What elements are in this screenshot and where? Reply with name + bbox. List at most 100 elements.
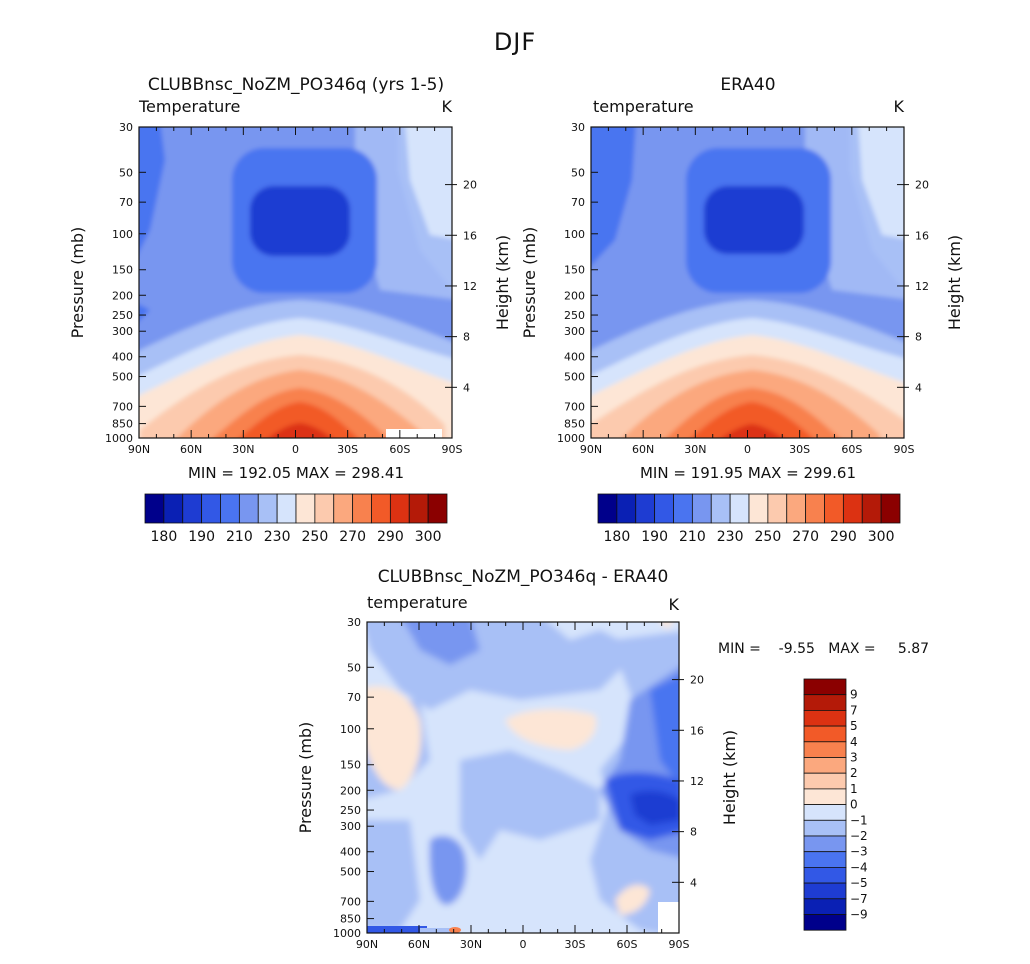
diff-colorbar-label: −7 bbox=[850, 892, 868, 906]
diff-pressure-tick-label: 70 bbox=[347, 691, 361, 704]
diff-colorbar-box bbox=[803, 914, 847, 931]
model-colorbar-box bbox=[257, 493, 278, 524]
model-height-tick-label: 16 bbox=[463, 229, 477, 242]
model-colorbar-box bbox=[220, 493, 240, 524]
diff-colorbar-box bbox=[803, 772, 847, 790]
obs-lat-tick-label: 90N bbox=[580, 443, 602, 456]
model-height-tick-label: 20 bbox=[463, 179, 477, 192]
obs-colorbar-label: 230 bbox=[717, 529, 744, 545]
diff-colorbar-box bbox=[803, 741, 847, 758]
obs-pressure-tick-label: 200 bbox=[564, 289, 585, 302]
diff-pressure-tick-label: 400 bbox=[340, 846, 361, 859]
figure-title: DJF bbox=[493, 28, 537, 56]
model-pressure-tick-label: 70 bbox=[119, 196, 133, 209]
model-colorbar: 180 190 210 230 250 270 290 300 bbox=[144, 493, 448, 545]
model-pressure-tick-label: 700 bbox=[112, 400, 133, 413]
diff-unit-label: K bbox=[669, 595, 680, 614]
diff-colorbar-box bbox=[803, 867, 847, 884]
diff-y2-axis-title: Height (km) bbox=[720, 730, 739, 825]
obs-colorbar-box bbox=[635, 493, 656, 524]
model-pressure-tick-label: 400 bbox=[112, 351, 133, 364]
model-height-tick-label: 12 bbox=[463, 280, 477, 293]
model-variable-label: Temperature bbox=[138, 97, 240, 116]
model-unit-label: K bbox=[442, 97, 453, 116]
diff-colorbar-label: −5 bbox=[850, 876, 868, 890]
diff-lat-tick-label: 30S bbox=[565, 938, 586, 951]
model-pressure-tick-label: 250 bbox=[112, 309, 133, 322]
model-colorbar-label: 290 bbox=[377, 529, 404, 545]
obs-panel: ERA40 temperature K 30 50 bbox=[520, 75, 964, 545]
obs-pressure-tick-label: 300 bbox=[564, 325, 585, 338]
diff-panel: CLUBBnsc_NoZM_PO346q - ERA40 temperature… bbox=[296, 567, 929, 951]
diff-pressure-tick-label: 150 bbox=[340, 759, 361, 772]
model-lat-tick-label: 60S bbox=[389, 443, 410, 456]
model-colorbar-label: 300 bbox=[415, 529, 442, 545]
model-colorbar-box bbox=[295, 493, 316, 524]
diff-height-tick-label: 12 bbox=[690, 775, 704, 788]
obs-pressure-tick-label: 70 bbox=[571, 196, 585, 209]
model-colorbar-label: 230 bbox=[264, 529, 291, 545]
obs-panel-title: ERA40 bbox=[720, 75, 775, 95]
obs-height-tick-label: 16 bbox=[915, 229, 929, 242]
diff-pressure-tick-label: 1000 bbox=[333, 927, 361, 940]
diff-y-axis-title: Pressure (mb) bbox=[296, 722, 315, 834]
model-colorbar-label: 210 bbox=[226, 529, 253, 545]
model-pressure-tick-label: 30 bbox=[119, 121, 133, 134]
obs-colorbar-box bbox=[729, 493, 750, 524]
obs-colorbar-box bbox=[880, 493, 901, 524]
diff-pressure-tick-label: 700 bbox=[340, 895, 361, 908]
obs-lat-tick-label: 0 bbox=[744, 443, 751, 456]
obs-colorbar-label: 290 bbox=[830, 529, 857, 545]
model-lat-tick-label: 30S bbox=[337, 443, 358, 456]
diff-height-tick-label: 4 bbox=[690, 876, 697, 889]
obs-colorbar-box bbox=[786, 493, 807, 524]
diff-colorbar-label: −2 bbox=[850, 829, 868, 843]
model-colorbar-box bbox=[408, 493, 429, 524]
obs-colorbar-box bbox=[710, 493, 731, 524]
obs-pressure-tick-label: 500 bbox=[564, 371, 585, 384]
diff-lat-tick-label: 0 bbox=[520, 938, 527, 951]
diff-pressure-tick-label: 200 bbox=[340, 784, 361, 797]
model-colorbar-box bbox=[314, 493, 335, 524]
obs-lat-tick-label: 60S bbox=[841, 443, 862, 456]
obs-pressure-tick-label: 1000 bbox=[557, 432, 585, 445]
obs-colorbar-box bbox=[861, 493, 882, 524]
obs-height-tick-label: 8 bbox=[915, 331, 922, 344]
diff-pressure-tick-label: 30 bbox=[347, 616, 361, 629]
diff-colorbar-box bbox=[803, 819, 847, 837]
obs-unit-label: K bbox=[894, 97, 905, 116]
diff-colorbar-label: −9 bbox=[850, 908, 868, 922]
obs-lat-tick-label: 30N bbox=[684, 443, 706, 456]
obs-pressure-tick-label: 150 bbox=[564, 264, 585, 277]
model-colorbar-box bbox=[276, 493, 297, 524]
diff-pressure-tick-label: 850 bbox=[340, 913, 361, 926]
diff-pressure-tick-label: 50 bbox=[347, 661, 361, 674]
diff-colorbar-label: 7 bbox=[850, 703, 858, 717]
diff-colorbar-box bbox=[803, 725, 847, 743]
diff-colorbar-box bbox=[803, 678, 847, 696]
obs-pressure-tick-label: 250 bbox=[564, 309, 585, 322]
obs-colorbar-label: 180 bbox=[604, 529, 631, 545]
diff-lat-tick-label: 90S bbox=[669, 938, 690, 951]
model-pressure-tick-label: 100 bbox=[112, 228, 133, 241]
model-pressure-tick-label: 850 bbox=[112, 418, 133, 431]
model-panel-title: CLUBBnsc_NoZM_PO346q (yrs 1-5) bbox=[148, 75, 444, 95]
diff-colorbar-label: −3 bbox=[850, 845, 868, 859]
obs-colorbar-box bbox=[842, 493, 863, 524]
obs-pressure-tick-label: 100 bbox=[564, 228, 585, 241]
diff-height-tick-label: 20 bbox=[690, 674, 704, 687]
diff-colorbar-box bbox=[803, 804, 847, 821]
diff-lat-tick-label: 30N bbox=[460, 938, 482, 951]
model-lat-tick-label: 60N bbox=[180, 443, 202, 456]
model-y-axis-title: Pressure (mb) bbox=[68, 227, 87, 339]
diff-colorbar-label: 5 bbox=[850, 719, 858, 733]
model-contour-field bbox=[139, 127, 452, 438]
model-colorbar-box bbox=[352, 493, 372, 524]
model-colorbar-box bbox=[144, 493, 165, 524]
model-height-tick-label: 8 bbox=[463, 331, 470, 344]
obs-colorbar-label: 210 bbox=[679, 529, 706, 545]
obs-colorbar-label: 250 bbox=[755, 529, 782, 545]
diff-colorbar-box bbox=[803, 882, 847, 900]
obs-height-tick-label: 4 bbox=[915, 381, 922, 394]
model-pressure-tick-label: 1000 bbox=[105, 432, 133, 445]
